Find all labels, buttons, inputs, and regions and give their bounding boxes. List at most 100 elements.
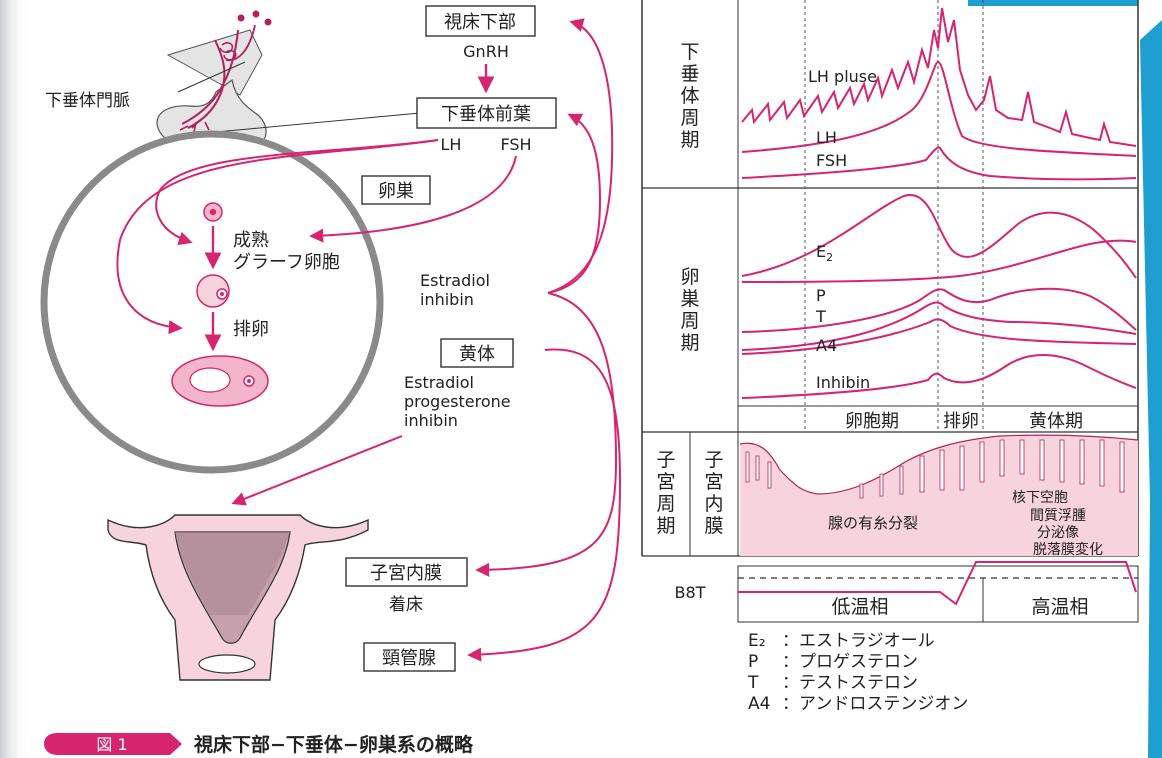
svg-text:膜: 膜: [704, 515, 723, 537]
implantation-label: 着床: [389, 595, 423, 615]
estradiol-to-endometrium: [475, 292, 618, 577]
svg-text:期: 期: [656, 515, 675, 537]
fsh-curve-label: FSH: [816, 151, 847, 170]
fsh-arrow: [309, 155, 517, 243]
ovary-label: 卵巣: [378, 181, 414, 202]
e2-curve-label: E2: [816, 242, 833, 264]
t-curve: [741, 301, 1137, 351]
svg-text:周: 周: [680, 107, 699, 129]
uterine-cycle-heading: 子 宮 周 期: [656, 449, 675, 537]
svg-text:垂: 垂: [680, 63, 699, 85]
portal-vein-label: 下垂体門脈: [45, 91, 130, 111]
secretion-note: 分泌像: [1037, 525, 1079, 541]
svg-text:：アンドロステンジオン: ：アンドロステンジオン: [782, 694, 968, 714]
right-edge-accent: [1140, 20, 1162, 758]
cl-progesterone-label: progesterone: [404, 392, 511, 411]
svg-text:下: 下: [680, 41, 699, 63]
a4-curve: [741, 318, 1137, 355]
hypothalamus-label: 視床下部: [444, 12, 516, 33]
lh-to-ovulation-arrow: [116, 139, 439, 335]
svg-text:T: T: [747, 673, 759, 693]
bbt-chart: [737, 561, 1139, 623]
p-curve-label: P: [816, 286, 826, 305]
e2-base-curve: [741, 239, 1137, 283]
decidual-note: 脱落膜変化: [1033, 541, 1103, 558]
cl-to-uterus-arrow: [231, 435, 403, 506]
left-edge-shadow: [0, 0, 30, 758]
svg-text:子: 子: [704, 449, 723, 471]
caption-badge: [44, 733, 182, 755]
ovulation-phase-label: 排卵: [943, 411, 979, 432]
endometrium-illustration: [739, 434, 1139, 556]
cycle-panel: [641, 0, 1139, 557]
svg-text:宮: 宮: [704, 471, 723, 493]
luteal-phase-label: 黄体期: [1029, 411, 1083, 432]
feedback-to-pituitary: [547, 113, 602, 294]
svg-text:：テストステロン: ：テストステロン: [782, 673, 918, 693]
svg-text:周: 周: [656, 493, 675, 515]
ovarian-cycle-heading: 卵 巣 周 期: [680, 266, 699, 354]
lh-pulse-label: LH pluse: [808, 67, 877, 86]
inhibin-curve-label: Inhibin: [816, 373, 870, 392]
bbt-label: B8T: [675, 583, 706, 602]
anterior-pituitary-label: 下垂体前葉: [441, 104, 531, 125]
gnrh-label: GnRH: [463, 42, 509, 61]
svg-text:周: 周: [680, 310, 699, 332]
inhibin-curve: [741, 354, 1137, 399]
svg-text:：エストラジオール: ：エストラジオール: [782, 631, 935, 651]
cl-to-cervix: [467, 348, 622, 662]
ovulation-label: 排卵: [233, 319, 269, 340]
estradiol-label: Estradiol: [420, 271, 490, 290]
uterus-illustration: [107, 514, 369, 681]
caption-title: 視床下部−下垂体−卵巣系の概略: [193, 733, 474, 756]
endometrium-box: [345, 557, 468, 587]
abbreviation-legend: E₂ ：エストラジオール P ：プロゲステロン T ：テストステロン A4 ：ア…: [747, 631, 968, 714]
endometrium-label: 子宮内膜: [370, 563, 442, 584]
high-temp-label: 高温相: [1031, 596, 1088, 618]
cervical-gland-label: 頸管腺: [382, 648, 436, 669]
follicular-phase-label: 卵胞期: [845, 411, 899, 432]
low-temp-label: 低温相: [831, 596, 888, 618]
p-curve: [741, 287, 1137, 333]
lh-curve-label: LH: [816, 128, 837, 147]
svg-text:巣: 巣: [680, 288, 699, 310]
svg-text:期: 期: [680, 129, 699, 151]
caption-badge-text: 図 1: [96, 735, 127, 754]
e2-curve: [741, 194, 1137, 279]
lh-pulse-curve: [741, 7, 1137, 147]
fsh-curve: [741, 146, 1137, 181]
mitosis-note: 腺の有糸分裂: [828, 514, 918, 532]
svg-text:内: 内: [704, 493, 723, 515]
lh-curve: [741, 60, 1137, 157]
t-curve-label: T: [815, 307, 826, 326]
subnuclear-note: 核下空胞: [1012, 490, 1068, 506]
figure-caption: 図 1 視床下部−下垂体−卵巣系の概略: [44, 733, 474, 756]
inhibin-label: inhibin: [420, 290, 474, 309]
svg-text:期: 期: [680, 332, 699, 354]
cervical-gland-box: [363, 642, 456, 672]
ovary-box: [361, 175, 431, 205]
a4-curve-label: A4: [816, 336, 837, 355]
svg-text:A4: A4: [748, 694, 770, 714]
corpus-luteum-label: 黄体: [459, 344, 495, 365]
pituitary-cycle-heading: 下 垂 体 周 期: [680, 41, 699, 151]
lh-label: LH: [441, 135, 462, 154]
endometrium-heading: 子 宮 内 膜: [704, 449, 723, 537]
mature-label-1: 成熟: [233, 230, 269, 251]
cl-estradiol-label: Estradiol: [404, 373, 474, 392]
cl-inhibin-label: inhibin: [404, 411, 458, 430]
svg-text:：プロゲステロン: ：プロゲステロン: [782, 652, 918, 672]
top-right-accent-bar: [968, 0, 1138, 6]
svg-text:E₂: E₂: [748, 631, 766, 651]
corpus-luteum-box: [440, 338, 514, 368]
feedback-to-hypothalamus: [547, 18, 614, 294]
follicle-stages: [171, 202, 269, 407]
hormone-curves: [741, 7, 1137, 399]
mature-label-2: グラーフ卵胞: [233, 252, 340, 273]
anterior-pituitary-box: [416, 97, 557, 129]
svg-text:P: P: [748, 652, 758, 672]
svg-text:卵: 卵: [680, 266, 699, 288]
fsh-label: FSH: [500, 135, 531, 154]
edema-note: 間質浮腫: [1030, 508, 1086, 524]
